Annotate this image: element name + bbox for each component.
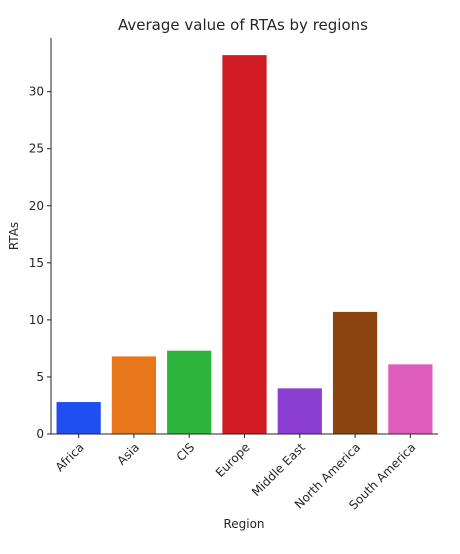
- y-axis: 0 5 10 15 20 25 30: [29, 38, 52, 441]
- x-tick-label-africa: Africa: [53, 440, 87, 474]
- bar-asia: [111, 356, 157, 434]
- bar-north-america: [332, 311, 378, 434]
- bar-africa: [56, 402, 101, 434]
- bar-cis: [167, 350, 212, 434]
- bar-south-america: [388, 364, 433, 434]
- x-axis-label: Region: [223, 517, 264, 531]
- y-tick-label: 0: [36, 427, 44, 441]
- y-tick-label: 5: [36, 370, 44, 384]
- y-tick-label: 25: [29, 142, 44, 156]
- x-tick-label-asia: Asia: [114, 440, 142, 468]
- x-tick-label-cis: CIS: [174, 440, 198, 464]
- bars-group: [56, 55, 433, 435]
- y-tick-label: 15: [29, 256, 44, 270]
- y-tick-label: 30: [29, 85, 44, 99]
- y-tick-label: 10: [29, 313, 44, 327]
- y-tick-label: 20: [29, 199, 44, 213]
- bar-middle-east: [277, 388, 322, 434]
- x-tick-label-middle-east: Middle East: [249, 440, 308, 499]
- y-axis-label: RTAs: [7, 222, 21, 250]
- chart-title: Average value of RTAs by regions: [118, 16, 368, 34]
- bar-europe: [222, 55, 267, 435]
- x-tick-label-europe: Europe: [213, 440, 253, 480]
